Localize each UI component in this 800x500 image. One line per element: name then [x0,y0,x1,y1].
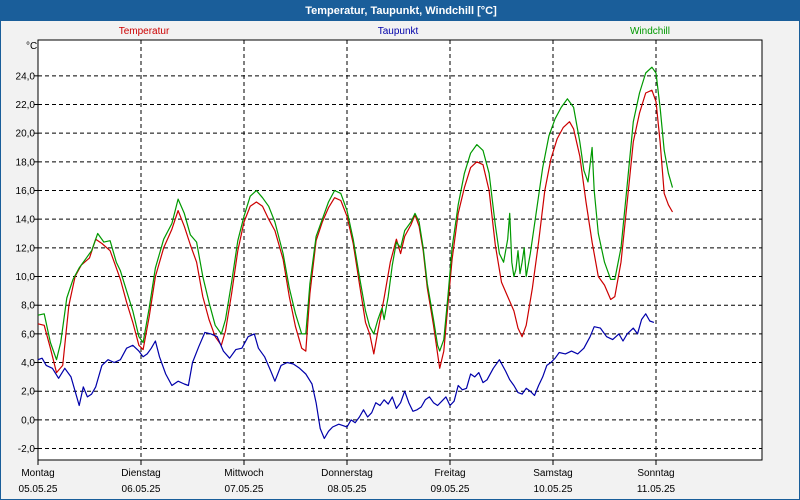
series-line-windchill [37,66,674,361]
x-tick-day-label: Samstag [533,468,572,479]
x-tick-day-label: Montag [21,468,54,479]
y-tick-label: -2,0 [18,444,36,455]
y-tick-label: 20,0 [16,129,36,140]
grid-lines [38,40,762,460]
legend-temperatur: Temperatur [119,26,170,37]
y-tick-label: 12,0 [16,243,36,254]
x-tick-day-label: Donnerstag [321,468,373,479]
y-tick-label: 14,0 [16,215,36,226]
x-tick-date-label: 08.05.25 [328,484,367,495]
x-tick-day-label: Freitag [434,468,465,479]
window-title: Temperatur, Taupunkt, Windchill [°C] [1,1,800,21]
y-tick-label: 10,0 [16,272,36,283]
x-tick-day-label: Mittwoch [224,468,263,479]
x-tick-day-label: Sonntag [637,468,674,479]
x-tick-date-label: 05.05.25 [19,484,58,495]
y-axis-ticks: -2,0 0,0 2,0 4,0 6,0 8,0 10,0 12,0 14,0 16,0 18,0 2… [16,71,38,455]
series-line-temperatur [37,89,674,374]
y-tick-label: 2,0 [21,387,35,398]
y-tick-label: 18,0 [16,157,36,168]
y-tick-label: 16,0 [16,186,36,197]
legend-taupunkt: Taupunkt [378,26,419,37]
y-tick-label: 0,0 [21,415,35,426]
x-tick-date-label: 09.05.25 [431,484,470,495]
x-tick-day-label: Dienstag [121,468,160,479]
x-tick-date-label: 10.05.25 [534,484,573,495]
y-tick-label: 6,0 [21,329,35,340]
x-tick-date-label: 07.05.25 [225,484,264,495]
y-tick-label: 4,0 [21,358,35,369]
legend-windchill: Windchill [630,26,670,37]
series-lines [37,66,674,440]
x-axis-ticks: Montag 05.05.25 Dienstag 06.05.25 Mittwoch 07… [19,460,676,495]
x-tick-date-label: 11.05.25 [637,484,676,495]
y-tick-label: 8,0 [21,301,35,312]
y-axis-label: °C [26,41,37,52]
y-tick-label: 22,0 [16,100,36,111]
series-line-taupunkt [37,313,655,440]
y-tick-label: 24,0 [16,71,36,82]
x-tick-date-label: 06.05.25 [122,484,161,495]
